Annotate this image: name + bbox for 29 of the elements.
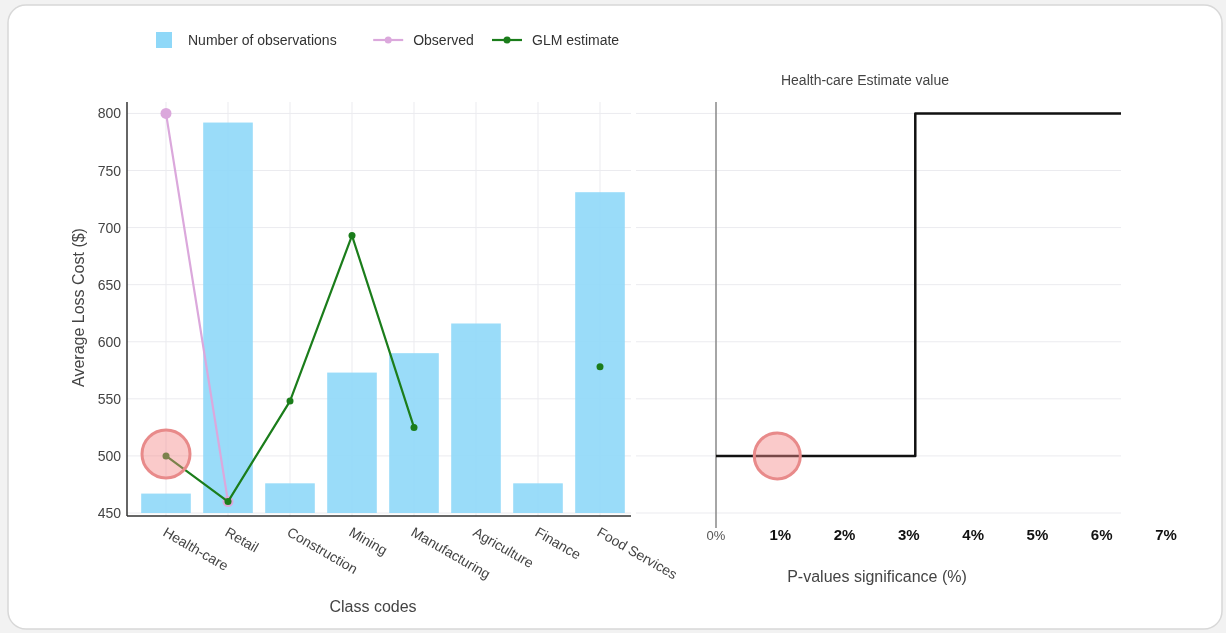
x-tick-label: 4% (962, 526, 984, 543)
legend-label: GLM estimate (532, 32, 620, 48)
x-tick-label: 1% (769, 526, 792, 543)
y-tick-label: 500 (97, 447, 122, 464)
point (160, 107, 172, 119)
chart-title: Health-care Estimate value (780, 72, 950, 88)
legend-label: Number of observations (188, 32, 337, 48)
x-tick-label: 0% (706, 528, 726, 543)
point (348, 232, 356, 240)
y-tick-label: 450 (97, 505, 122, 521)
y-axis-title: Average Loss Cost ($) (70, 228, 87, 387)
point (162, 452, 170, 460)
y-tick-label: 650 (97, 276, 122, 293)
x-tick-label: 5% (1026, 526, 1049, 543)
x-tick-label: 7% (1155, 526, 1177, 543)
x-axis-title: Class codes (329, 598, 417, 615)
point (410, 423, 418, 431)
y-tick-label: 800 (97, 105, 122, 122)
y-tick-label: 600 (97, 333, 122, 350)
y-tick-label: 550 (97, 390, 122, 407)
x-axis-title: P-values significance (%) (787, 568, 967, 585)
y-tick-label: 750 (97, 162, 122, 179)
y-tick-label: 700 (97, 219, 122, 236)
x-tick-label: 6% (1090, 526, 1113, 543)
point (596, 363, 604, 371)
x-tick-label: 2% (833, 526, 856, 543)
x-tick-label: 3% (898, 526, 920, 543)
point (286, 397, 294, 405)
legend-label: Observed (413, 32, 474, 48)
